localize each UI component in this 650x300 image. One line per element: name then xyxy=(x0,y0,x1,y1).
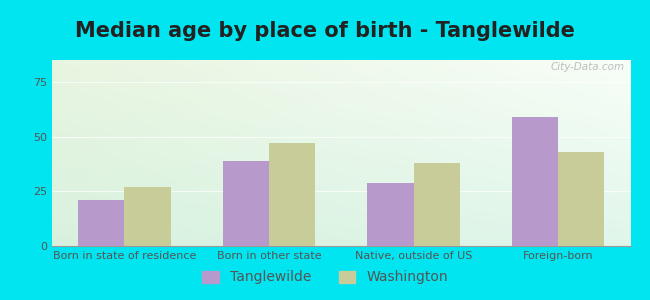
Bar xyxy=(78,200,124,246)
Bar xyxy=(512,117,558,246)
Text: City-Data.com: City-Data.com xyxy=(551,62,625,72)
Bar xyxy=(269,143,315,246)
Bar xyxy=(124,187,170,246)
Bar xyxy=(558,152,605,246)
Bar xyxy=(367,182,413,246)
Bar xyxy=(413,163,460,246)
Legend: Tanglewilde, Washington: Tanglewilde, Washington xyxy=(196,265,454,290)
Text: Median age by place of birth - Tanglewilde: Median age by place of birth - Tanglewil… xyxy=(75,21,575,41)
Bar xyxy=(223,161,269,246)
